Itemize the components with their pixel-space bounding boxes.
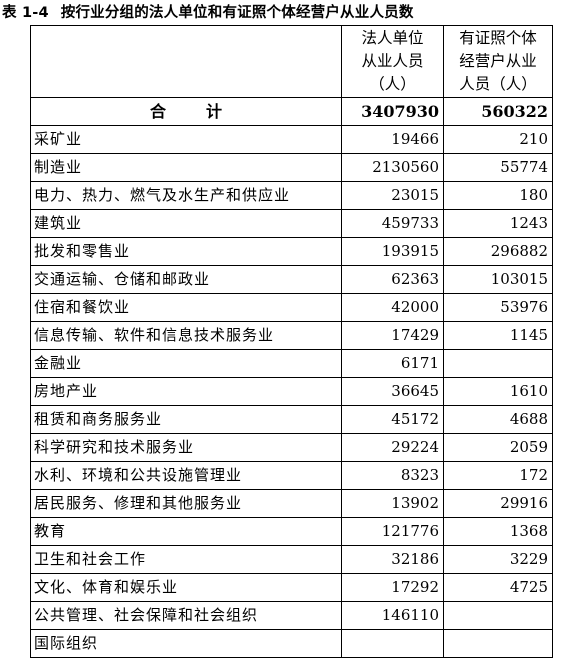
individual-value-cell: 55774 (443, 153, 553, 182)
individual-value-cell (443, 349, 553, 378)
table-row: 建筑业 459733 1243 (30, 209, 553, 238)
legal-value-cell: 62363 (341, 265, 444, 294)
table-row: 水利、环境和公共设施管理业 8323 172 (30, 461, 553, 490)
industry-cell: 文化、体育和娱乐业 (30, 573, 342, 602)
industry-cell: 住宿和餐饮业 (30, 293, 342, 322)
table-row: 教育 121776 1368 (30, 517, 553, 546)
legal-value-cell: 13902 (341, 489, 444, 518)
industry-cell: 房地产业 (30, 377, 342, 406)
industry-cell: 信息传输、软件和信息技术服务业 (30, 321, 342, 350)
individual-value-cell: 296882 (443, 237, 553, 266)
table-caption: 按行业分组的法人单位和有证照个体经营户从业人员数 (60, 5, 414, 21)
legal-value-cell: 32186 (341, 545, 444, 574)
header-row: 法人单位 从业人员 （人） 有证照个体 经营户从业 人员（人） (30, 25, 553, 98)
legal-value-cell: 19466 (341, 125, 444, 154)
legal-value-cell: 23015 (341, 181, 444, 210)
industry-cell: 水利、环境和公共设施管理业 (30, 461, 342, 490)
employment-table: 法人单位 从业人员 （人） 有证照个体 经营户从业 人员（人） 合计 34079… (30, 25, 553, 658)
individual-value-cell: 29916 (443, 489, 553, 518)
industry-cell: 金融业 (30, 349, 342, 378)
industry-cell: 交通运输、仓储和邮政业 (30, 265, 342, 294)
table-row: 金融业 6171 (30, 349, 553, 378)
table-number: 表 1-4 (2, 5, 49, 21)
individual-value-cell: 103015 (443, 265, 553, 294)
legal-value-cell: 36645 (341, 377, 444, 406)
legal-value-cell: 121776 (341, 517, 444, 546)
legal-value-cell: 146110 (341, 601, 444, 630)
legal-value-cell: 17429 (341, 321, 444, 350)
table-row: 电力、热力、燃气及水生产和供应业 23015 180 (30, 181, 553, 210)
table-row: 房地产业 36645 1610 (30, 377, 553, 406)
industry-cell: 教育 (30, 517, 342, 546)
table-row: 租赁和商务服务业 45172 4688 (30, 405, 553, 434)
legal-value-cell: 6171 (341, 349, 444, 378)
table-row: 批发和零售业 193915 296882 (30, 237, 553, 266)
legal-value-cell: 42000 (341, 293, 444, 322)
industry-cell: 国际组织 (30, 629, 342, 658)
table-row: 信息传输、软件和信息技术服务业 17429 1145 (30, 321, 553, 350)
table-row: 卫生和社会工作 32186 3229 (30, 545, 553, 574)
industry-cell: 电力、热力、燃气及水生产和供应业 (30, 181, 342, 210)
individual-value-cell: 2059 (443, 433, 553, 462)
individual-value-cell: 1368 (443, 517, 553, 546)
individual-value-cell: 210 (443, 125, 553, 154)
header-blank-cell (30, 25, 342, 98)
industry-cell: 公共管理、社会保障和社会组织 (30, 601, 342, 630)
individual-value-cell (443, 629, 553, 658)
individual-value-cell: 172 (443, 461, 553, 490)
table-row: 交通运输、仓储和邮政业 62363 103015 (30, 265, 553, 294)
industry-cell: 采矿业 (30, 125, 342, 154)
table-row: 科学研究和技术服务业 29224 2059 (30, 433, 553, 462)
table-row: 采矿业 19466 210 (30, 125, 553, 154)
individual-value-cell: 1610 (443, 377, 553, 406)
individual-value-cell: 4725 (443, 573, 553, 602)
legal-value-cell: 8323 (341, 461, 444, 490)
individual-value-cell: 1243 (443, 209, 553, 238)
individual-value-cell: 3229 (443, 545, 553, 574)
legal-value-cell: 29224 (341, 433, 444, 462)
industry-cell: 租赁和商务服务业 (30, 405, 342, 434)
header-legal: 法人单位 从业人员 （人） (341, 25, 444, 98)
individual-value-cell: 4688 (443, 405, 553, 434)
table-row: 文化、体育和娱乐业 17292 4725 (30, 573, 553, 602)
table-row: 制造业 2130560 55774 (30, 153, 553, 182)
industry-cell: 卫生和社会工作 (30, 545, 342, 574)
legal-value-cell: 45172 (341, 405, 444, 434)
industry-cell: 制造业 (30, 153, 342, 182)
table-row: 国际组织 (30, 629, 553, 658)
total-individual: 560322 (443, 97, 553, 126)
total-legal: 3407930 (341, 97, 444, 126)
header-individual: 有证照个体 经营户从业 人员（人） (443, 25, 553, 98)
total-row: 合计 3407930 560322 (30, 97, 553, 126)
industry-cell: 居民服务、修理和其他服务业 (30, 489, 342, 518)
legal-value-cell: 193915 (341, 237, 444, 266)
individual-value-cell: 1145 (443, 321, 553, 350)
individual-value-cell (443, 601, 553, 630)
table-row: 住宿和餐饮业 42000 53976 (30, 293, 553, 322)
total-label: 合计 (30, 97, 342, 126)
table-title: 表 1-4 按行业分组的法人单位和有证照个体经营户从业人员数 (2, 2, 585, 24)
industry-cell: 批发和零售业 (30, 237, 342, 266)
individual-value-cell: 53976 (443, 293, 553, 322)
industry-cell: 科学研究和技术服务业 (30, 433, 342, 462)
legal-value-cell: 17292 (341, 573, 444, 602)
table-row: 公共管理、社会保障和社会组织 146110 (30, 601, 553, 630)
legal-value-cell (341, 629, 444, 658)
industry-cell: 建筑业 (30, 209, 342, 238)
table-row: 居民服务、修理和其他服务业 13902 29916 (30, 489, 553, 518)
individual-value-cell: 180 (443, 181, 553, 210)
legal-value-cell: 459733 (341, 209, 444, 238)
legal-value-cell: 2130560 (341, 153, 444, 182)
